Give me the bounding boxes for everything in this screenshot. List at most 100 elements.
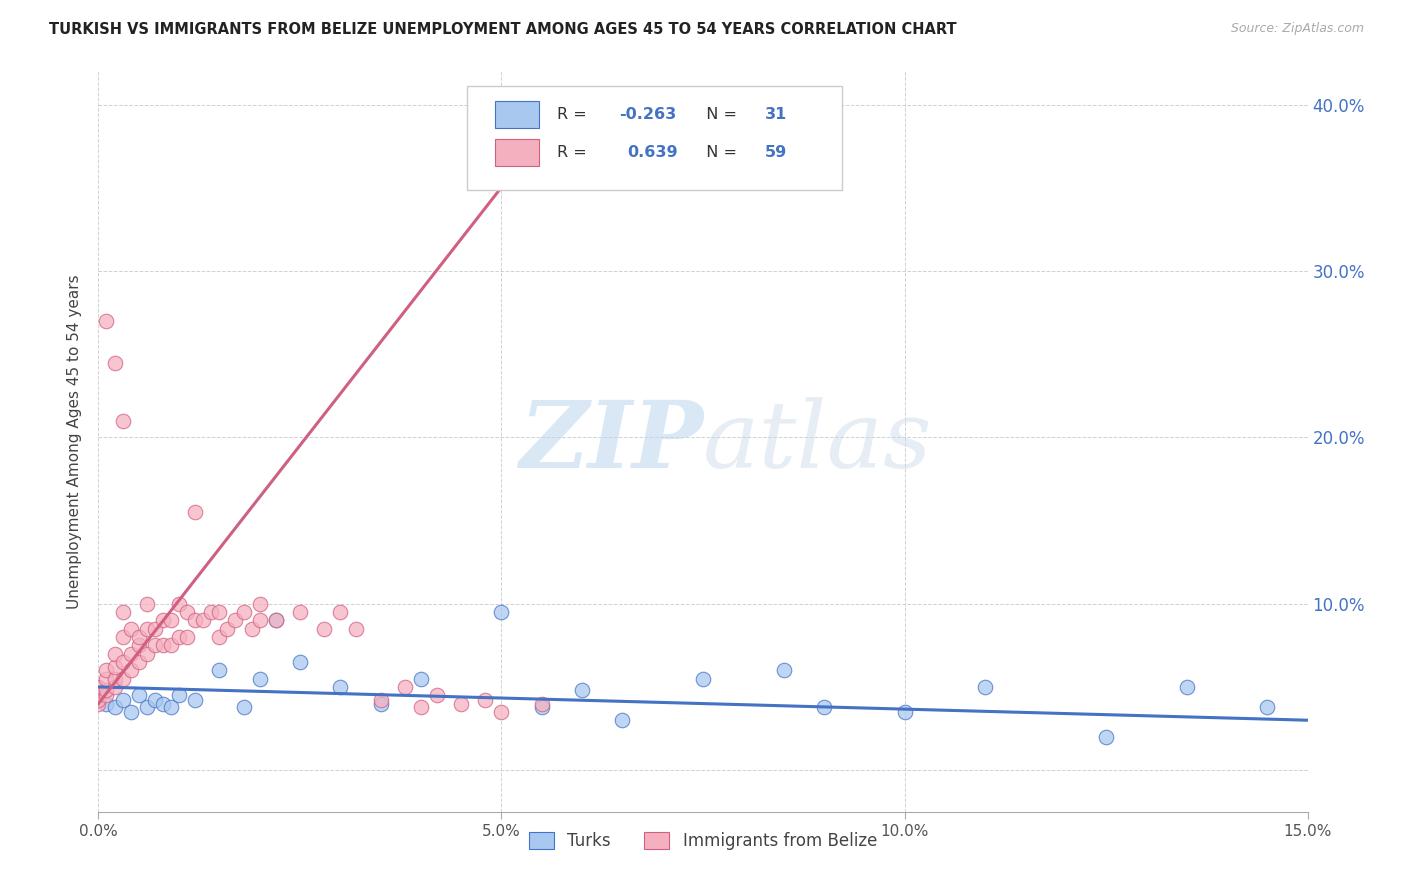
Point (249, 614, 271, 628)
Text: N =: N = (696, 145, 742, 161)
Point (120, 647, 142, 661)
Text: atlas: atlas (703, 397, 932, 486)
Point (152, 614, 174, 628)
Point (152, 638, 174, 652)
Point (314, 622, 336, 636)
Point (135, 699, 157, 714)
Bar (495, 101, 538, 128)
Point (612, 713, 634, 727)
Point (1175, 680, 1198, 694)
Point (224, 614, 246, 628)
Point (288, 605, 311, 619)
Point (249, 672, 271, 686)
Point (128, 630, 150, 644)
Point (184, 505, 207, 519)
Point (208, 605, 231, 619)
Point (370, 697, 392, 711)
Point (87, 693, 110, 707)
Point (264, 614, 287, 628)
Text: -0.263: -0.263 (620, 107, 676, 122)
Point (474, 693, 496, 707)
Point (120, 622, 142, 636)
Point (208, 663, 231, 677)
Point (128, 638, 150, 652)
Point (111, 655, 134, 669)
Point (96, 672, 118, 686)
Point (176, 630, 198, 644)
Text: TURKISH VS IMMIGRANTS FROM BELIZE UNEMPLOYMENT AMONG AGES 45 TO 54 YEARS CORRELA: TURKISH VS IMMIGRANTS FROM BELIZE UNEMPL… (49, 22, 957, 37)
Point (426, 688, 449, 702)
Text: 59: 59 (765, 145, 787, 161)
Point (288, 655, 311, 669)
Text: Source: ZipAtlas.com: Source: ZipAtlas.com (1230, 22, 1364, 36)
Point (692, 672, 714, 686)
Point (87, 680, 110, 694)
Point (176, 605, 198, 619)
Point (264, 614, 287, 628)
Point (240, 622, 263, 636)
Point (120, 663, 142, 677)
Point (143, 622, 166, 636)
Point (200, 605, 222, 619)
Point (232, 699, 254, 714)
Point (193, 614, 215, 628)
Point (111, 672, 134, 686)
Point (143, 638, 166, 652)
Point (344, 622, 367, 636)
Point (96, 314, 118, 328)
Point (813, 699, 835, 714)
Point (184, 693, 207, 707)
Point (530, 697, 553, 711)
Text: N =: N = (696, 107, 742, 122)
Point (111, 605, 134, 619)
Point (167, 630, 190, 644)
Point (103, 680, 125, 694)
Point (329, 605, 352, 619)
Point (111, 414, 134, 428)
Point (96, 697, 118, 711)
Point (135, 597, 157, 611)
Point (167, 688, 190, 702)
Point (103, 355, 125, 369)
Point (409, 699, 432, 714)
Point (111, 630, 134, 644)
Point (128, 655, 150, 669)
Point (208, 630, 231, 644)
Point (167, 597, 190, 611)
Point (217, 622, 239, 636)
Point (491, 705, 513, 719)
Text: 31: 31 (765, 107, 787, 122)
Point (1256, 699, 1278, 714)
Point (128, 688, 150, 702)
Point (135, 622, 157, 636)
Point (1095, 730, 1118, 744)
Point (135, 647, 157, 661)
Point (111, 693, 134, 707)
Text: R =: R = (557, 107, 592, 122)
Point (893, 705, 915, 719)
Point (329, 680, 352, 694)
Point (394, 680, 416, 694)
Point (120, 705, 142, 719)
Point (571, 683, 593, 698)
Bar (495, 139, 538, 166)
Point (143, 693, 166, 707)
Y-axis label: Unemployment Among Ages 45 to 54 years: Unemployment Among Ages 45 to 54 years (67, 274, 83, 609)
Point (491, 605, 513, 619)
Point (160, 638, 183, 652)
Point (974, 680, 997, 694)
Point (103, 660, 125, 674)
Text: 0.639: 0.639 (627, 145, 678, 161)
Point (249, 597, 271, 611)
Point (184, 614, 207, 628)
Text: ZIP: ZIP (519, 397, 703, 486)
Point (232, 605, 254, 619)
Text: R =: R = (557, 145, 596, 161)
Point (152, 697, 174, 711)
Point (96, 688, 118, 702)
Legend: Turks, Immigrants from Belize: Turks, Immigrants from Belize (524, 827, 882, 855)
Point (370, 693, 392, 707)
Point (103, 672, 125, 686)
Point (409, 672, 432, 686)
Point (96, 663, 118, 677)
